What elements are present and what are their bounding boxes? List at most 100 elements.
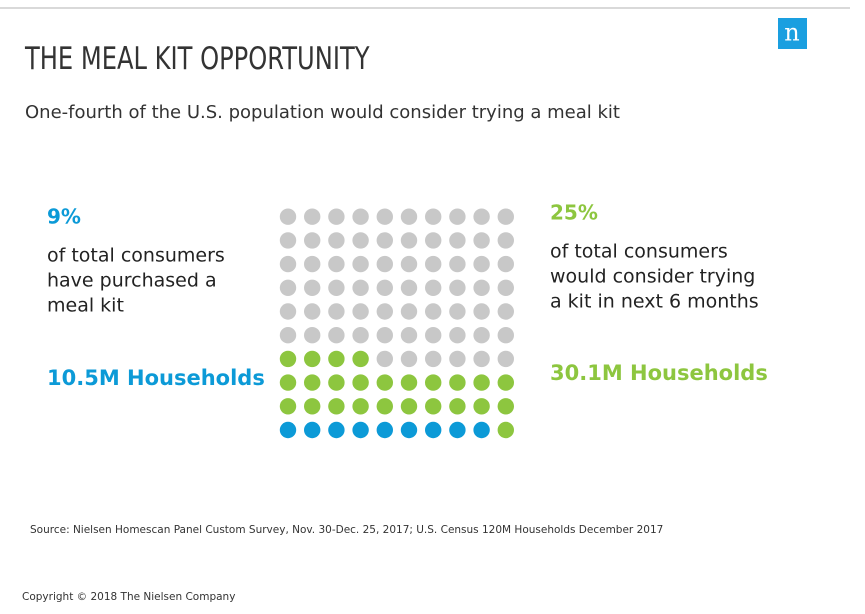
waffle-dot-rest xyxy=(352,255,369,273)
waffle-dot xyxy=(425,398,442,415)
waffle-dot xyxy=(449,398,466,415)
waffle-dot xyxy=(279,421,297,439)
waffle-dot-rest xyxy=(425,255,442,273)
description-line: have purchased a xyxy=(47,270,217,292)
waffle-dot-rest xyxy=(473,279,490,296)
waffle-dot-rest xyxy=(400,279,418,296)
waffle-dot xyxy=(304,398,321,415)
waffle-dot xyxy=(473,398,490,415)
logo-text: n xyxy=(784,19,799,47)
waffle-dot xyxy=(328,350,345,368)
waffle-dot-rest xyxy=(449,303,466,320)
waffle-dot xyxy=(497,374,514,391)
waffle-dot xyxy=(304,350,321,368)
waffle-dot xyxy=(425,421,442,439)
waffle-dot-rest xyxy=(449,279,466,296)
waffle-dot xyxy=(352,398,369,415)
waffle-dot-rest xyxy=(304,232,321,249)
percent-label: 25% xyxy=(550,201,598,225)
waffle-dot-rest xyxy=(376,279,393,296)
waffle-dot-rest xyxy=(497,255,514,273)
households-label: 10.5M Households xyxy=(47,366,265,390)
waffle-dot-rest xyxy=(473,232,490,249)
waffle-dot xyxy=(497,421,514,439)
waffle-dot xyxy=(304,421,321,439)
waffle-dot xyxy=(400,398,418,415)
waffle-dot-rest xyxy=(449,327,466,344)
waffle-dot-rest xyxy=(425,208,442,225)
description-line: would consider trying xyxy=(550,266,755,288)
waffle-dot-rest xyxy=(449,208,466,225)
waffle-dot xyxy=(376,374,393,391)
waffle-dot-rest xyxy=(279,327,297,344)
waffle-dot-rest xyxy=(279,279,297,296)
households-label: 30.1M Households xyxy=(550,361,768,385)
waffle-dot-rest xyxy=(473,208,490,225)
waffle-dot xyxy=(328,398,345,415)
waffle-dot-rest xyxy=(425,327,442,344)
waffle-dot-rest xyxy=(497,350,514,368)
waffle-dot-rest xyxy=(376,255,393,273)
waffle-dot xyxy=(473,374,490,391)
waffle-dot-rest xyxy=(279,303,297,320)
waffle-dot xyxy=(279,398,297,415)
waffle-dot-rest xyxy=(400,208,418,225)
logo xyxy=(778,18,807,49)
waffle-dot-rest xyxy=(497,327,514,344)
waffle-dot-rest xyxy=(352,303,369,320)
waffle-dot-rest xyxy=(376,232,393,249)
waffle-dot-rest xyxy=(279,208,297,225)
waffle-dot xyxy=(352,350,369,368)
waffle-dot xyxy=(376,398,393,415)
waffle-dot xyxy=(352,374,369,391)
waffle-dot-rest xyxy=(473,327,490,344)
waffle-dot xyxy=(497,398,514,415)
waffle-dot-rest xyxy=(497,279,514,296)
waffle-dot-rest xyxy=(376,208,393,225)
waffle-dot-rest xyxy=(376,350,393,368)
waffle-dot-rest xyxy=(304,279,321,296)
waffle-dot-rest xyxy=(304,303,321,320)
waffle-dot-rest xyxy=(425,350,442,368)
waffle-dot-rest xyxy=(425,232,442,249)
waffle-dot-rest xyxy=(400,350,418,368)
waffle-dot-rest xyxy=(328,255,345,273)
copyright: Copyright © 2018 The Nielsen Company xyxy=(22,591,235,603)
waffle-dot-rest xyxy=(449,350,466,368)
waffle-dot-rest xyxy=(449,232,466,249)
waffle-dot xyxy=(449,374,466,391)
waffle-dot-rest xyxy=(352,279,369,296)
source: Source: Nielsen Homescan Panel Custom Su… xyxy=(30,524,663,536)
waffle-dot-rest xyxy=(400,232,418,249)
waffle-dot-rest xyxy=(425,279,442,296)
waffle-dot-rest xyxy=(328,232,345,249)
waffle-dot xyxy=(328,421,345,439)
waffle-dot-rest xyxy=(279,232,297,249)
waffle-dot-rest xyxy=(400,255,418,273)
waffle-dot-rest xyxy=(352,208,369,225)
waffle-dot xyxy=(473,421,490,439)
waffle-dot-rest xyxy=(352,327,369,344)
waffle-dot xyxy=(376,421,393,439)
waffle-dot xyxy=(328,374,345,391)
description-line: of total consumers xyxy=(550,241,728,263)
waffle-dot-rest xyxy=(328,327,345,344)
waffle-dot xyxy=(400,374,418,391)
waffle-dot-rest xyxy=(400,327,418,344)
waffle-dot-rest xyxy=(279,255,297,273)
waffle-dot-rest xyxy=(328,208,345,225)
title: THE MEAL KIT OPPORTUNITY xyxy=(24,40,370,77)
waffle-dot-rest xyxy=(497,208,514,225)
description-line: a kit in next 6 months xyxy=(550,291,759,313)
waffle-dot-rest xyxy=(328,303,345,320)
description-line: of total consumers xyxy=(47,245,225,267)
waffle-dot-rest xyxy=(304,255,321,273)
waffle-dot-rest xyxy=(304,208,321,225)
waffle-dot xyxy=(304,374,321,391)
waffle-dot xyxy=(400,421,418,439)
waffle-dot-rest xyxy=(376,303,393,320)
waffle-dot xyxy=(279,350,297,368)
waffle-dot xyxy=(449,421,466,439)
waffle-dot xyxy=(425,374,442,391)
